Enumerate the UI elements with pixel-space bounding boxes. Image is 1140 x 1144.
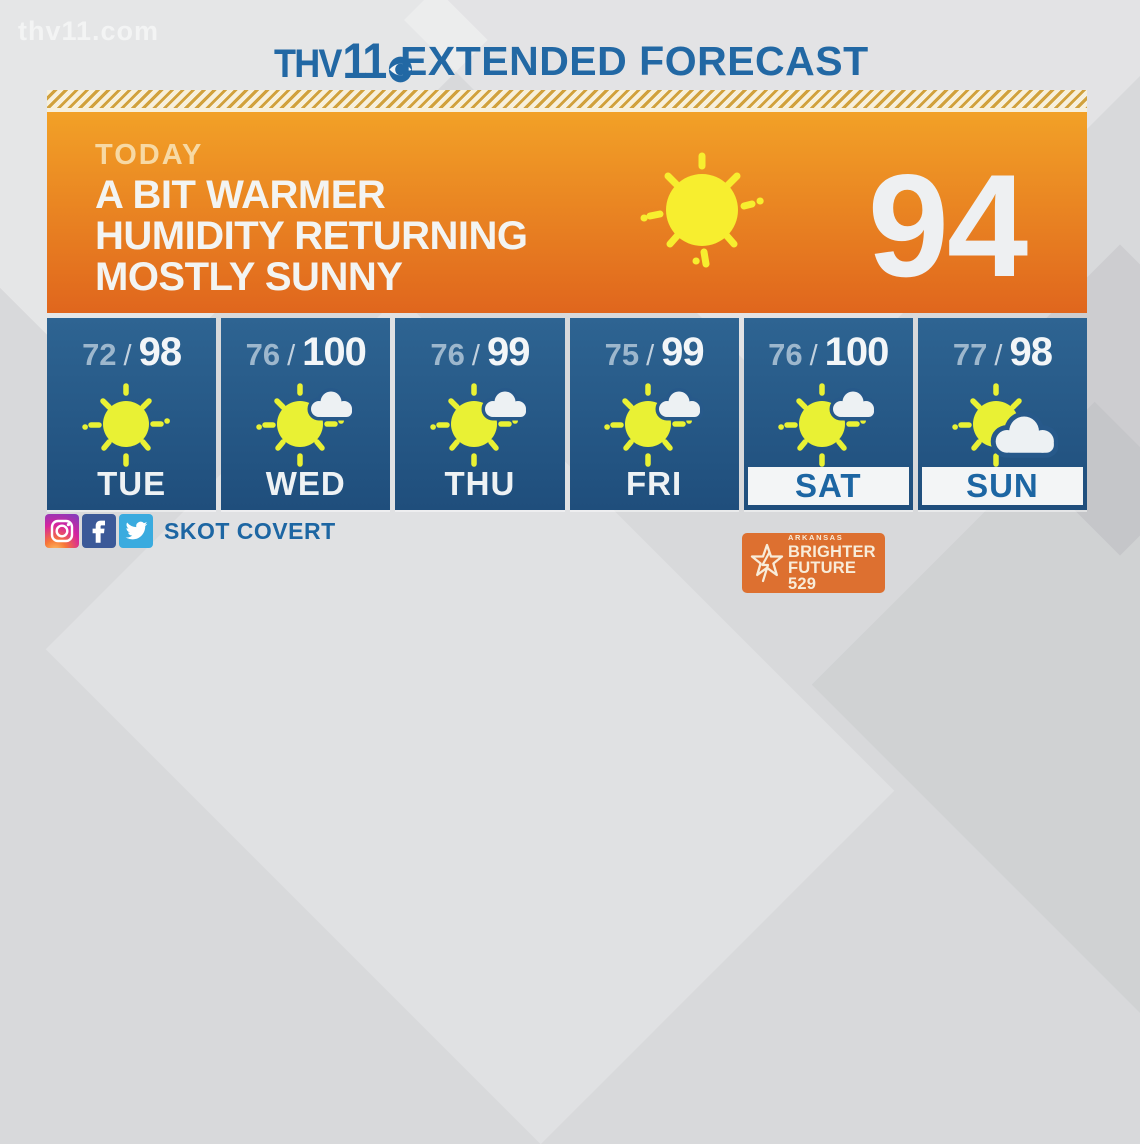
- today-text-block: TODAY A BIT WARMER HUMIDITY RETURNING MO…: [95, 139, 528, 299]
- day-label: SUN: [921, 467, 1084, 505]
- sunny-icon: [632, 144, 772, 284]
- day-label: THU: [444, 465, 516, 502]
- weather-icon: [76, 377, 188, 469]
- sponsor-line-2: FUTURE 529: [788, 558, 857, 593]
- day-temps: 76/100: [744, 330, 913, 375]
- weather-broadcast-graphic: { "watermark": "thv11.com", "header": { …: [0, 0, 1140, 593]
- low-temp: 77: [952, 337, 988, 372]
- facebook-icon: [82, 514, 116, 548]
- temp-separator: /: [646, 340, 655, 372]
- day-label: SAT: [747, 467, 909, 505]
- high-temp: 100: [302, 330, 367, 374]
- station-url-watermark: thv11.com: [18, 16, 160, 46]
- low-temp: 76: [768, 337, 803, 372]
- low-temp: 75: [604, 337, 640, 372]
- extended-forecast-row: 72/98 TUE 76/100 WED 76/99 THU: [47, 318, 1088, 510]
- forecast-headline-3: MOSTLY SUNNY: [95, 255, 403, 299]
- low-temp: 72: [82, 337, 117, 372]
- high-temp: 98: [1009, 330, 1052, 374]
- forecast-day-card-tue: 72/98 TUE: [47, 318, 217, 510]
- temp-separator: /: [809, 340, 818, 372]
- forecast-headline-2: HUMIDITY RETURNING: [95, 214, 528, 258]
- social-strip: SKOT COVERT: [45, 514, 336, 548]
- sponsor-logo-brighter-future-529: ARKANSAS BRIGHTER FUTURE 529: [742, 533, 885, 593]
- day-label: TUE: [97, 465, 167, 502]
- today-label: TODAY: [95, 139, 204, 171]
- forecast-day-card-thu: 76/99 THU: [395, 318, 565, 510]
- sponsor-region: ARKANSAS: [788, 533, 844, 543]
- high-temp: 99: [661, 330, 704, 374]
- forecast-day-card-sat: 76/100 SAT: [743, 318, 913, 510]
- weather-icon: [250, 377, 362, 469]
- weather-icon: [598, 377, 710, 469]
- logo-text: THV: [274, 42, 342, 86]
- instagram-icon: [45, 514, 79, 548]
- high-temp: 98: [138, 330, 182, 374]
- day-temps: 76/100: [221, 330, 390, 375]
- day-label: FRI: [626, 465, 683, 502]
- low-temp: 76: [245, 337, 281, 372]
- day-label: WED: [265, 465, 346, 502]
- thv11-logo: THV 11: [274, 33, 412, 89]
- star-lightning-icon: [750, 543, 784, 583]
- sponsor-text: ARKANSAS BRIGHTER FUTURE 529: [788, 534, 885, 592]
- forecast-day-card-wed: 76/100 WED: [221, 318, 391, 510]
- forecast-day-card-sun: 77/98 SUN: [917, 318, 1088, 510]
- weather-icon: [772, 377, 884, 469]
- today-forecast-panel: TODAY A BIT WARMER HUMIDITY RETURNING MO…: [47, 112, 1087, 313]
- temp-separator: /: [287, 340, 296, 372]
- forecast-day-card-fri: 75/99 FRI: [569, 318, 739, 510]
- high-temp: 100: [824, 330, 890, 374]
- day-temps: 77/98: [918, 330, 1087, 375]
- weather-icon: [946, 377, 1058, 469]
- cbs-eye-icon: [388, 56, 412, 83]
- logo-number: 11: [342, 33, 387, 89]
- today-high-temp: 94: [867, 144, 1028, 307]
- high-temp: 99: [486, 330, 530, 374]
- meteorologist-handle: SKOT COVERT: [164, 517, 336, 544]
- sponsor-line-1: BRIGHTER: [788, 542, 876, 561]
- forecast-headline-1: A BIT WARMER: [95, 173, 386, 217]
- hatched-ribbon: [47, 90, 1087, 112]
- temp-separator: /: [123, 340, 132, 372]
- day-temps: 72/98: [47, 330, 216, 375]
- page-title: EXTENDED FORECAST: [400, 38, 869, 84]
- temp-separator: /: [994, 340, 1003, 372]
- day-temps: 76/99: [395, 330, 564, 375]
- low-temp: 76: [430, 337, 465, 372]
- weather-icon: [424, 377, 536, 469]
- day-temps: 75/99: [570, 330, 739, 375]
- temp-separator: /: [471, 340, 480, 372]
- twitter-icon: [119, 514, 153, 548]
